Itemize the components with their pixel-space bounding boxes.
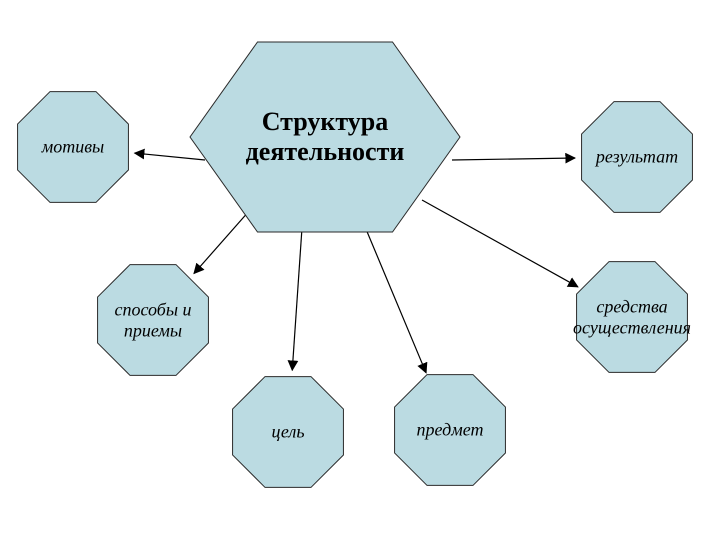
- edge-to-motives: [135, 153, 205, 160]
- diagram-stage: Структура деятельности мотивы результат спо…: [0, 0, 720, 540]
- edge-to-goal: [292, 228, 302, 370]
- label-motives: мотивы: [42, 137, 105, 158]
- edge-to-result: [452, 158, 575, 160]
- label-methods: способы и приемы: [114, 299, 191, 340]
- label-subject: предмет: [417, 420, 484, 441]
- edge-to-subject: [363, 222, 426, 373]
- label-means: средства осуществления: [573, 296, 691, 337]
- edge-to-methods: [194, 210, 250, 274]
- label-result: результат: [596, 147, 678, 168]
- diagram-svg: [0, 0, 720, 540]
- center-label: Структура деятельности: [246, 107, 405, 167]
- edge-to-means: [422, 200, 578, 287]
- label-goal: цель: [271, 422, 304, 443]
